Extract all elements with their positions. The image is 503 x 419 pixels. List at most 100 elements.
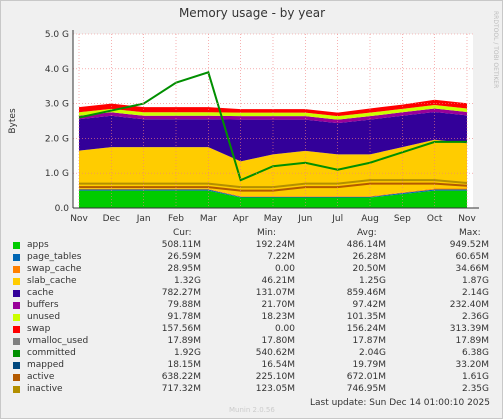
legend-swatch bbox=[13, 278, 20, 285]
legend-name: vmalloc_used bbox=[27, 336, 89, 346]
legend-name: apps bbox=[27, 240, 49, 250]
legend-row-committed: committed 1.92G 540.62M 2.04G 6.38G bbox=[11, 348, 491, 360]
x-tick-label: Oct bbox=[427, 214, 443, 224]
min-value: 0.00 bbox=[274, 324, 295, 334]
x-tick-label: Feb bbox=[168, 214, 184, 224]
y-tick-label: 4.0 G bbox=[45, 65, 69, 75]
min-value: 17.80M bbox=[261, 336, 295, 346]
header-max: Max: bbox=[459, 228, 481, 238]
y-tick-label: 1.0 G bbox=[45, 169, 69, 179]
legend-row-buffers: buffers 79.88M 21.70M 97.42M 232.40M bbox=[11, 300, 491, 312]
header-cur: Cur: bbox=[173, 228, 192, 238]
x-tick-label: Jan bbox=[136, 214, 151, 224]
min-value: 131.07M bbox=[255, 288, 295, 298]
max-value: 949.52M bbox=[449, 240, 489, 250]
cur-value: 26.59M bbox=[167, 252, 201, 262]
avg-value: 156.24M bbox=[346, 324, 386, 334]
cur-value: 508.11M bbox=[161, 240, 201, 250]
avg-value: 26.28M bbox=[352, 252, 386, 262]
cur-value: 18.15M bbox=[167, 360, 201, 370]
legend-swatch bbox=[13, 242, 20, 249]
legend-row-cache: cache 782.27M 131.07M 859.46M 2.14G bbox=[11, 288, 491, 300]
legend-swatch bbox=[13, 386, 20, 393]
min-value: 192.24M bbox=[255, 240, 295, 250]
avg-value: 97.42M bbox=[352, 300, 386, 310]
legend-swatch bbox=[13, 362, 20, 369]
legend-swatch bbox=[13, 254, 20, 261]
y-tick-label: 0.0 bbox=[55, 204, 70, 214]
avg-value: 672.01M bbox=[346, 372, 386, 382]
max-value: 33.20M bbox=[455, 360, 489, 370]
legend-swatch bbox=[13, 314, 20, 321]
max-value: 2.35G bbox=[461, 384, 489, 394]
rrdtool-watermark: RRDTOOL / TOBI OETIKER bbox=[492, 11, 499, 88]
avg-value: 17.87M bbox=[352, 336, 386, 346]
y-axis-label: Bytes bbox=[8, 108, 18, 134]
cur-value: 17.89M bbox=[167, 336, 201, 346]
max-value: 17.89M bbox=[455, 336, 489, 346]
legend-swatch bbox=[13, 338, 20, 345]
max-value: 1.87G bbox=[461, 276, 489, 286]
legend-row-vmalloc-used: vmalloc_used 17.89M 17.80M 17.87M 17.89M bbox=[11, 336, 491, 348]
legend-row-swap: swap 157.56M 0.00 156.24M 313.39M bbox=[11, 324, 491, 336]
max-value: 1.61G bbox=[461, 372, 489, 382]
last-update: Last update: Sun Dec 14 01:00:10 2025 bbox=[310, 398, 490, 408]
legend-name: inactive bbox=[27, 384, 63, 394]
header-avg: Avg: bbox=[357, 228, 377, 238]
min-value: 225.10M bbox=[255, 372, 295, 382]
legend-name: mapped bbox=[27, 360, 64, 370]
legend-row-apps: apps 508.11M 192.24M 486.14M 949.52M bbox=[11, 240, 491, 252]
x-tick-label: Mar bbox=[200, 214, 217, 224]
cur-value: 91.78M bbox=[167, 312, 201, 322]
cur-value: 1.32G bbox=[173, 276, 201, 286]
cur-value: 28.95M bbox=[167, 264, 201, 274]
x-tick-label: Sep bbox=[394, 214, 411, 224]
x-tick-label: Aug bbox=[361, 214, 379, 224]
avg-value: 486.14M bbox=[346, 240, 386, 250]
x-tick-label: May bbox=[264, 214, 283, 224]
max-value: 2.14G bbox=[461, 288, 489, 298]
legend-swatch bbox=[13, 350, 20, 357]
avg-value: 859.46M bbox=[346, 288, 386, 298]
min-value: 123.05M bbox=[255, 384, 295, 394]
max-value: 34.66M bbox=[455, 264, 489, 274]
x-tick-label: Dec bbox=[103, 214, 120, 224]
legend-name: swap_cache bbox=[27, 264, 82, 274]
max-value: 60.65M bbox=[455, 252, 489, 262]
cur-value: 1.92G bbox=[173, 348, 201, 358]
legend-row-slab-cache: slab_cache 1.32G 46.21M 1.25G 1.87G bbox=[11, 276, 491, 288]
max-value: 6.38G bbox=[461, 348, 489, 358]
legend-name: page_tables bbox=[27, 252, 82, 262]
area-slab-cache bbox=[79, 139, 467, 197]
legend-swatch bbox=[13, 326, 20, 333]
min-value: 21.70M bbox=[261, 300, 295, 310]
legend-row-mapped: mapped 18.15M 16.54M 19.79M 33.20M bbox=[11, 360, 491, 372]
x-tick-label: Jul bbox=[331, 214, 343, 224]
avg-value: 101.35M bbox=[346, 312, 386, 322]
legend-name: buffers bbox=[27, 300, 59, 310]
avg-value: 2.04G bbox=[358, 348, 386, 358]
min-value: 7.22M bbox=[267, 252, 295, 262]
plot-area: 0.0 1.0 G 2.0 G 3.0 G 4.0 G 5.0 G Nov Dec Jan Feb… bbox=[45, 30, 479, 224]
max-value: 313.39M bbox=[449, 324, 489, 334]
x-tick-label: Nov bbox=[70, 214, 88, 224]
legend-swatch bbox=[13, 266, 20, 273]
y-tick-label: 2.0 G bbox=[45, 134, 69, 144]
max-value: 2.36G bbox=[461, 312, 489, 322]
avg-value: 1.25G bbox=[358, 276, 386, 286]
header-min: Min: bbox=[257, 228, 277, 238]
cur-value: 638.22M bbox=[161, 372, 201, 382]
legend-name: slab_cache bbox=[27, 276, 77, 286]
cur-value: 717.32M bbox=[161, 384, 201, 394]
min-value: 16.54M bbox=[261, 360, 295, 370]
cur-value: 79.88M bbox=[167, 300, 201, 310]
min-value: 0.00 bbox=[274, 264, 295, 274]
area-buffers bbox=[79, 108, 467, 124]
area-swap-cache bbox=[79, 188, 467, 197]
max-value: 232.40M bbox=[449, 300, 489, 310]
legend-row-active: active 638.22M 225.10M 672.01M 1.61G bbox=[11, 372, 491, 384]
legend-name: committed bbox=[27, 348, 76, 358]
legend-row-page-tables: page_tables 26.59M 7.22M 26.28M 60.65M bbox=[11, 252, 491, 264]
chart-title: Memory usage - by year bbox=[179, 6, 325, 20]
